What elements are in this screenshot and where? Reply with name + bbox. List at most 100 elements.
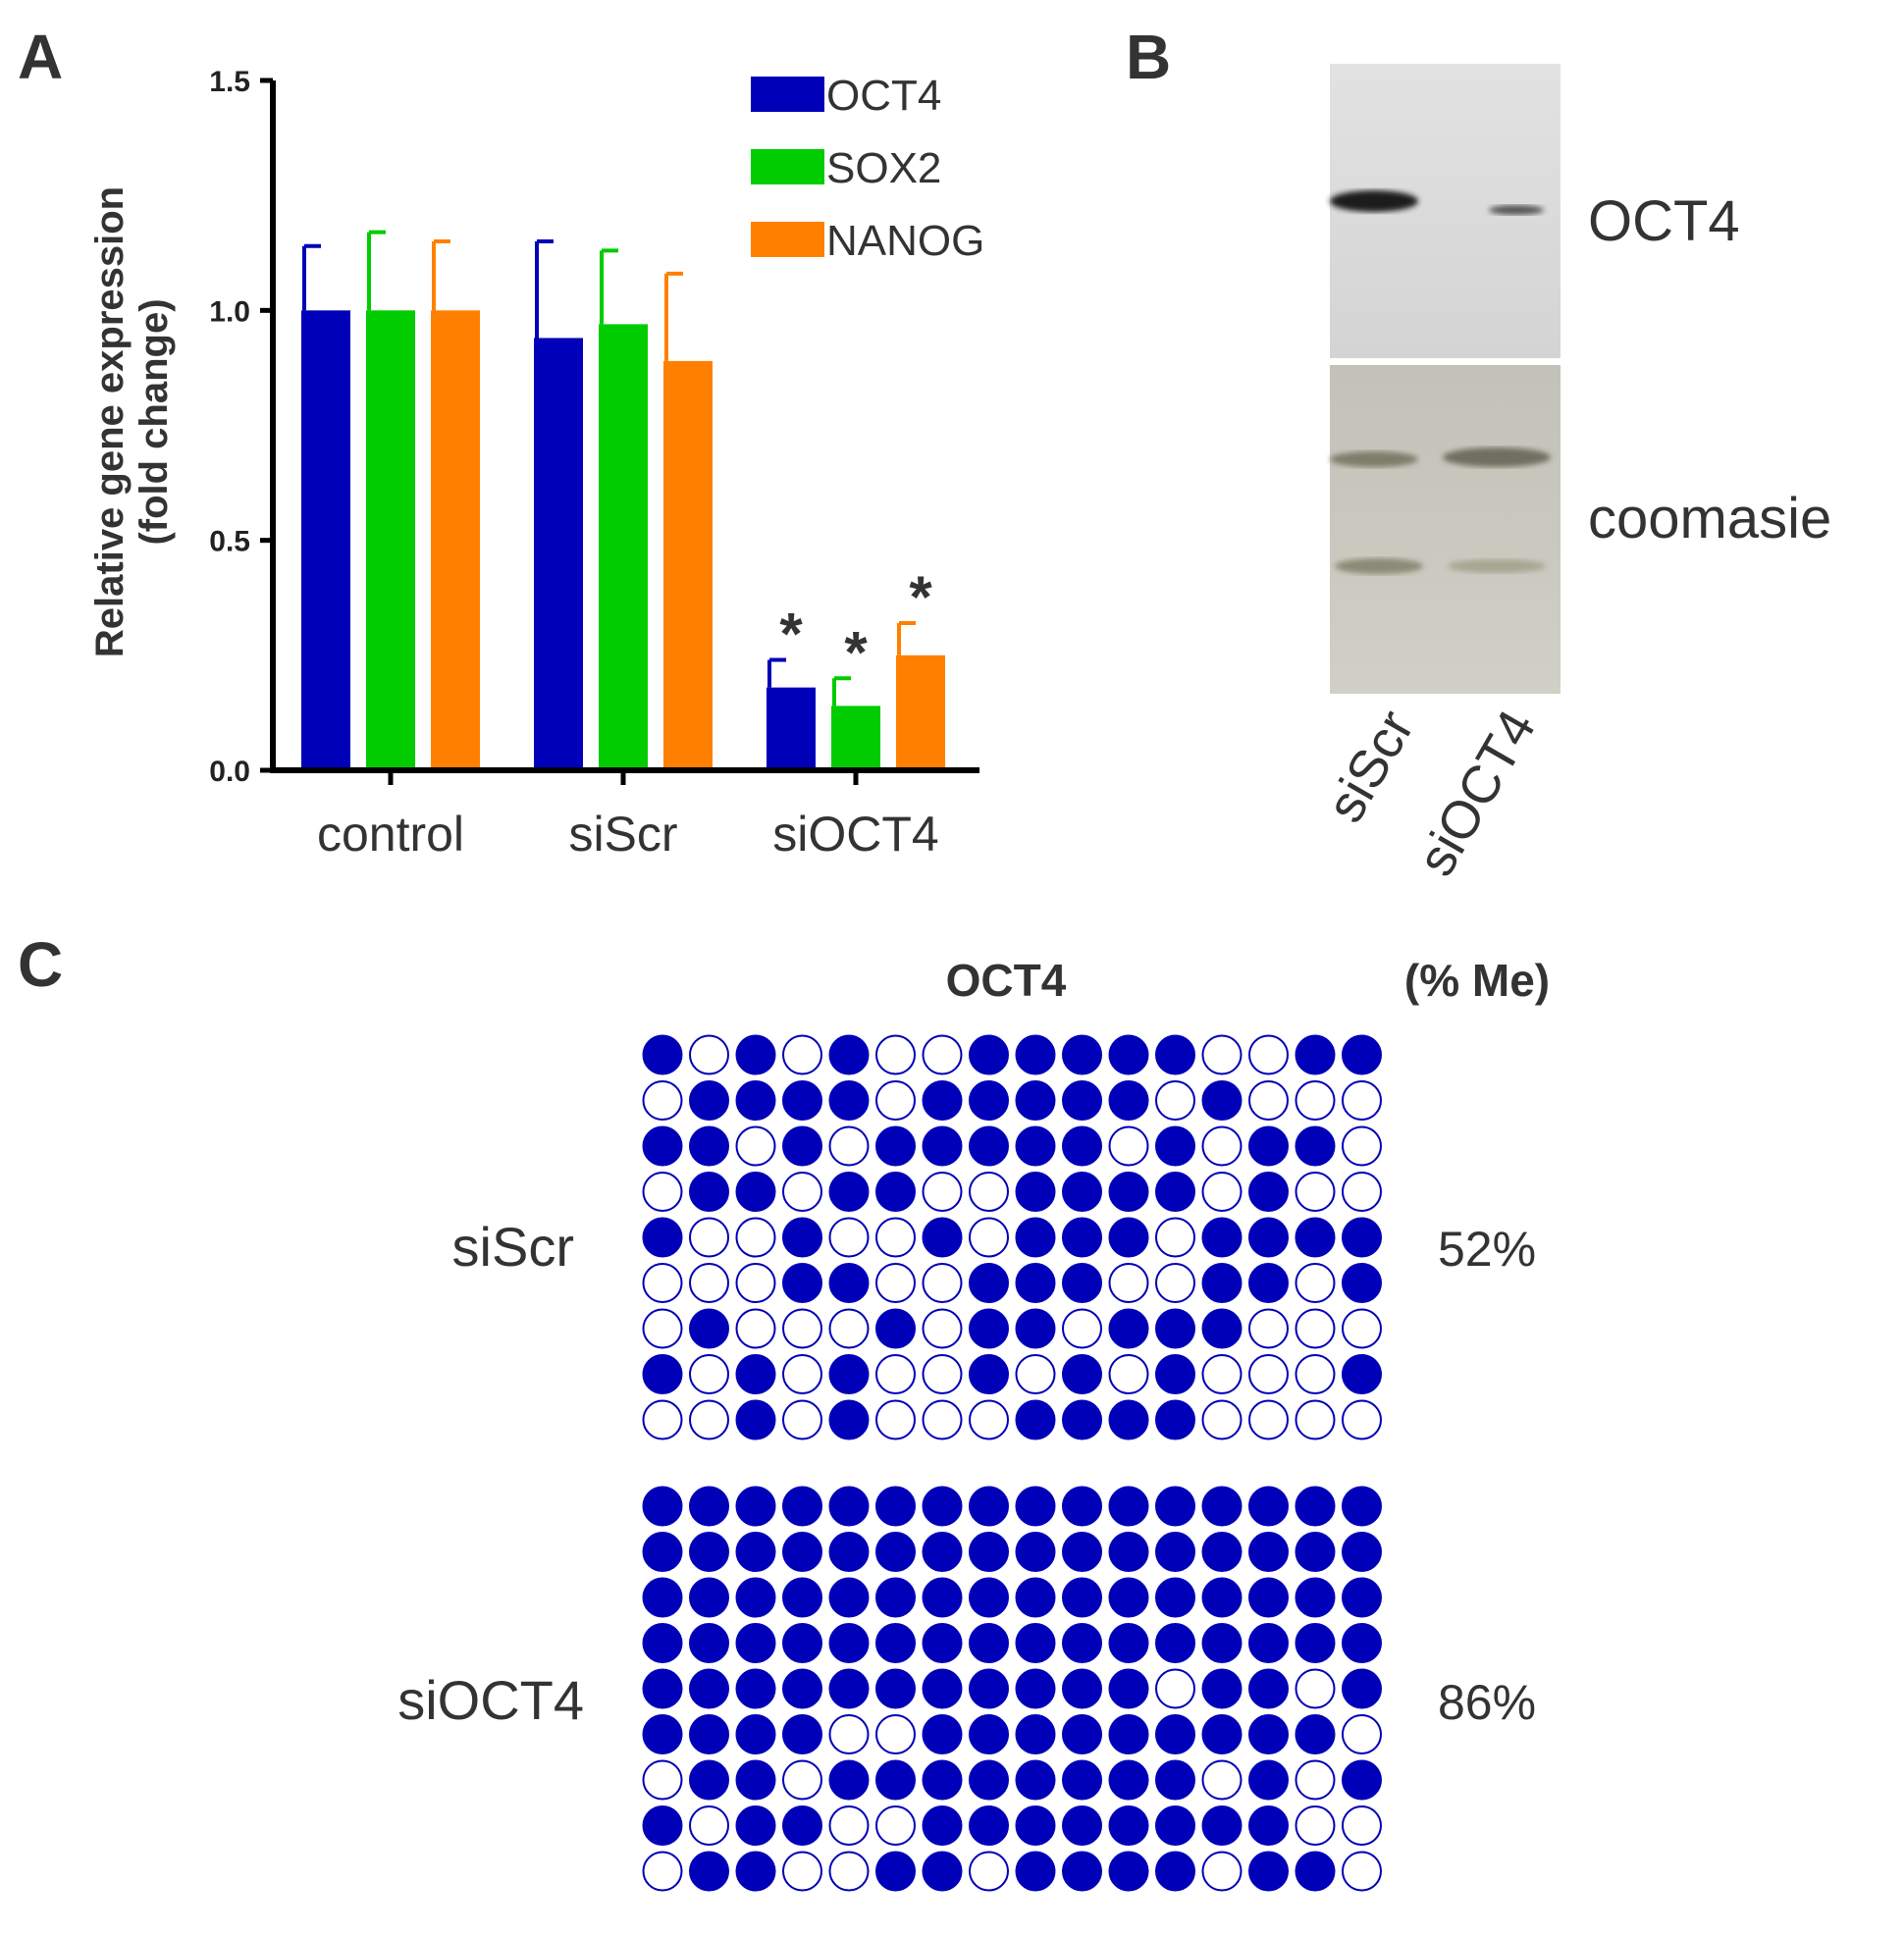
methylated-cpg-dot <box>1062 1034 1102 1075</box>
methylated-cpg-dot <box>735 1714 776 1754</box>
unmethylated-cpg-dot <box>1295 1668 1336 1709</box>
unmethylated-cpg-dot <box>1015 1354 1056 1394</box>
x-category-label: control <box>317 807 464 862</box>
unmethylated-cpg-dot <box>1108 1125 1149 1167</box>
methylated-cpg-dot <box>828 1577 870 1618</box>
unmethylated-cpg-dot <box>689 1805 729 1846</box>
methylated-cpg-dot <box>1342 1034 1382 1075</box>
y-axis-label-line1: Relative gene expression <box>88 186 132 657</box>
methylated-cpg-dot <box>828 1080 870 1121</box>
methylated-cpg-dot <box>1342 1623 1382 1663</box>
methylated-cpg-dot <box>735 1623 776 1663</box>
methylated-cpg-dot <box>689 1623 729 1663</box>
methylated-cpg-dot <box>782 1125 822 1167</box>
methylated-cpg-dot <box>1062 1217 1102 1258</box>
bar-chart: 0.0 0.5 1.0 1.5 control siScr siOCT4 * * * Rela… <box>88 66 984 862</box>
methylated-cpg-dot <box>828 1354 870 1394</box>
methylated-cpg-dot <box>922 1851 963 1892</box>
legend-label-oct4: OCT4 <box>826 72 941 120</box>
methylated-cpg-dot <box>1062 1759 1102 1801</box>
methylated-cpg-dot <box>1295 1714 1336 1754</box>
unmethylated-cpg-dot <box>782 1851 822 1892</box>
methylated-cpg-dot <box>828 1759 870 1801</box>
methylated-cpg-dot <box>828 1399 870 1440</box>
methylated-cpg-dot <box>1062 1532 1102 1572</box>
methylated-cpg-dot <box>922 1532 963 1572</box>
methylated-cpg-dot <box>689 1668 729 1709</box>
methylated-cpg-dot <box>642 1486 683 1527</box>
unmethylated-cpg-dot <box>1248 1354 1289 1394</box>
legend-swatch-nanog <box>751 222 824 257</box>
unmethylated-cpg-dot <box>689 1354 729 1394</box>
error-bars <box>302 230 916 706</box>
methylated-cpg-dot <box>1295 1532 1336 1572</box>
methylated-cpg-dot <box>735 1034 776 1075</box>
methylated-cpg-dot <box>735 1532 776 1572</box>
methylated-cpg-dot <box>1155 1125 1195 1167</box>
methylated-cpg-dot <box>1248 1172 1289 1212</box>
methylated-cpg-dot <box>1248 1805 1289 1846</box>
unmethylated-cpg-dot <box>828 1125 870 1167</box>
unmethylated-cpg-dot <box>1342 1080 1382 1121</box>
methylated-cpg-dot <box>1015 1172 1056 1212</box>
methylated-cpg-dot <box>1295 1851 1336 1892</box>
methylated-cpg-dot <box>875 1759 916 1801</box>
unmethylated-cpg-dot <box>1201 1172 1243 1212</box>
methylated-cpg-dot <box>1108 1486 1149 1527</box>
unmethylated-cpg-dot <box>828 1805 870 1846</box>
methylated-cpg-dot <box>642 1714 683 1754</box>
methylated-cpg-dot <box>735 1759 776 1801</box>
methylated-cpg-dot <box>642 1577 683 1618</box>
methylated-cpg-dot <box>969 1623 1009 1663</box>
methylated-cpg-dot <box>735 1668 776 1709</box>
methylated-cpg-dot <box>782 1577 822 1618</box>
methylated-cpg-dot <box>875 1577 916 1618</box>
legend-label-sox2: SOX2 <box>826 144 941 192</box>
methylated-cpg-dot <box>1015 1759 1056 1801</box>
unmethylated-cpg-dot <box>922 1354 963 1394</box>
methylated-cpg-dot <box>1015 1125 1056 1167</box>
methylated-cpg-dot <box>969 1125 1009 1167</box>
unmethylated-cpg-dot <box>735 1263 776 1303</box>
methylated-cpg-dot <box>642 1805 683 1846</box>
methylated-cpg-dot <box>642 1354 683 1394</box>
methylated-cpg-dot <box>782 1217 822 1258</box>
methylated-cpg-dot <box>969 1668 1009 1709</box>
methylated-cpg-dot <box>969 1308 1009 1349</box>
methylated-cpg-dot <box>1015 1080 1056 1121</box>
methylated-cpg-dot <box>922 1125 963 1167</box>
methylated-cpg-dot <box>1108 1759 1149 1801</box>
methylated-cpg-dot <box>1108 1805 1149 1846</box>
unmethylated-cpg-dot <box>782 1172 822 1212</box>
blot-bottom-gel <box>1330 365 1560 694</box>
methylated-cpg-dot <box>735 1080 776 1121</box>
methylated-cpg-dot <box>1062 1399 1102 1440</box>
methylated-cpg-dot <box>689 1759 729 1801</box>
methylated-cpg-dot <box>1155 1714 1195 1754</box>
methylated-cpg-dot <box>1015 1532 1056 1572</box>
significance-star: * <box>844 619 868 685</box>
unmethylated-cpg-dot <box>642 1308 683 1349</box>
unmethylated-cpg-dot <box>969 1172 1009 1212</box>
methylated-cpg-dot <box>828 1623 870 1663</box>
methylated-cpg-dot <box>1015 1668 1056 1709</box>
bar-sox2-control <box>366 310 415 770</box>
methylated-cpg-dot <box>1108 1399 1149 1440</box>
methylated-cpg-dot <box>689 1714 729 1754</box>
methylated-cpg-dot <box>828 1172 870 1212</box>
methylated-cpg-dot <box>969 1714 1009 1754</box>
bar-sox2-siscr <box>599 324 648 770</box>
significance-star: * <box>779 601 803 667</box>
unmethylated-cpg-dot <box>875 1034 916 1075</box>
unmethylated-cpg-dot <box>1201 1034 1243 1075</box>
unmethylated-cpg-dot <box>1248 1399 1289 1440</box>
methylated-cpg-dot <box>1062 1080 1102 1121</box>
methylated-cpg-dot <box>1108 1714 1149 1754</box>
methylated-cpg-dot <box>1248 1851 1289 1892</box>
bar-oct4-control <box>301 310 350 770</box>
methylated-cpg-dot <box>1248 1263 1289 1303</box>
methylated-cpg-dot <box>1108 1308 1149 1349</box>
methylated-cpg-dot <box>875 1172 916 1212</box>
methylated-cpg-dot <box>1248 1759 1289 1801</box>
methylated-cpg-dot <box>1015 1034 1056 1075</box>
